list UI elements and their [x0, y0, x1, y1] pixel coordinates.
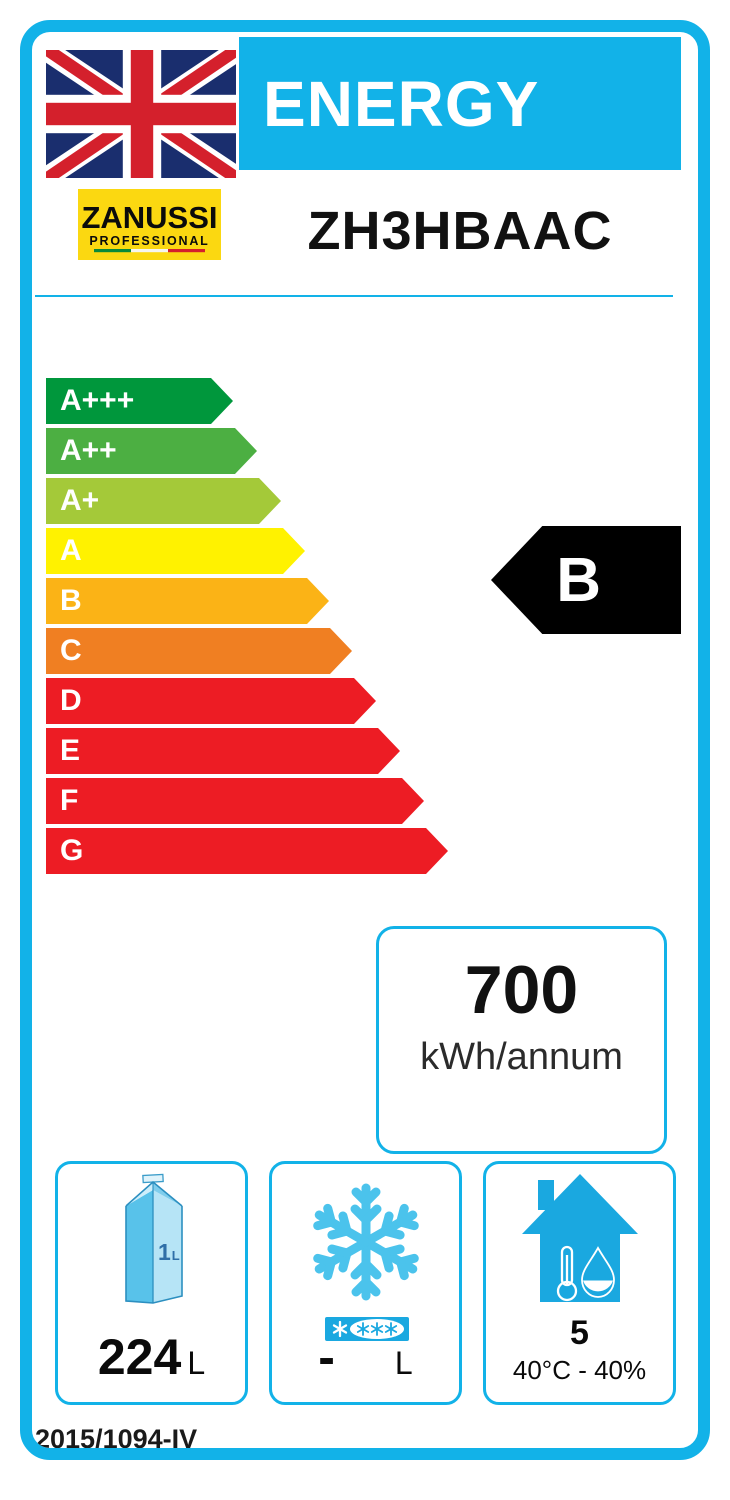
svg-text:ZANUSSI: ZANUSSI — [81, 200, 217, 235]
svg-text:PROFESSIONAL: PROFESSIONAL — [89, 234, 209, 248]
